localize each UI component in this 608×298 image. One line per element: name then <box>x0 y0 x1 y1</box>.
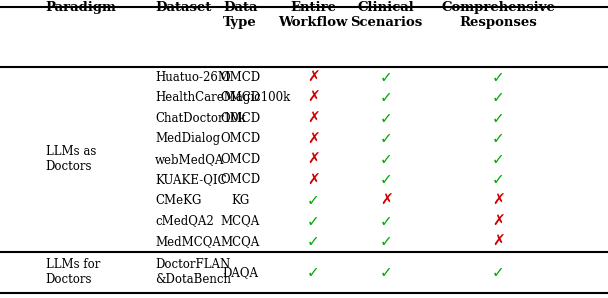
Text: Data
Type: Data Type <box>223 1 257 30</box>
Text: ✓: ✓ <box>307 193 319 208</box>
Text: CMeKG: CMeKG <box>155 194 201 207</box>
Text: Entire
Workflow: Entire Workflow <box>278 1 348 30</box>
Text: OMCD: OMCD <box>220 132 260 145</box>
Text: DoctorFLAN
&DotaBench: DoctorFLAN &DotaBench <box>155 258 231 286</box>
Text: MCQA: MCQA <box>221 235 260 248</box>
Text: HealthCareMagic100k: HealthCareMagic100k <box>155 91 290 104</box>
Text: ✗: ✗ <box>492 193 505 208</box>
Text: OMCD: OMCD <box>220 112 260 125</box>
Text: ✗: ✗ <box>307 111 319 126</box>
Text: KG: KG <box>231 194 249 207</box>
Text: ✓: ✓ <box>380 152 392 167</box>
Text: ✗: ✗ <box>307 90 319 105</box>
Text: DAQA: DAQA <box>222 266 258 279</box>
Text: ✓: ✓ <box>492 265 505 280</box>
Text: OMCD: OMCD <box>220 71 260 84</box>
Text: Dataset: Dataset <box>155 1 212 15</box>
Text: Comprehensive
Responses: Comprehensive Responses <box>441 1 556 30</box>
Text: ✗: ✗ <box>380 193 392 208</box>
Text: ✗: ✗ <box>307 173 319 187</box>
Text: ✓: ✓ <box>492 90 505 105</box>
Text: ✓: ✓ <box>492 173 505 187</box>
Text: ✗: ✗ <box>492 213 505 229</box>
Text: Huatuo-26M: Huatuo-26M <box>155 71 230 84</box>
Text: ✓: ✓ <box>380 70 392 85</box>
Text: MCQA: MCQA <box>221 215 260 227</box>
Text: ✗: ✗ <box>307 70 319 85</box>
Text: ✓: ✓ <box>380 131 392 146</box>
Text: ✓: ✓ <box>492 111 505 126</box>
Text: MedMCQA: MedMCQA <box>155 235 221 248</box>
Text: LLMs as
Doctors: LLMs as Doctors <box>46 145 96 173</box>
Text: ✓: ✓ <box>492 152 505 167</box>
Text: ✓: ✓ <box>307 213 319 229</box>
Text: ✗: ✗ <box>307 152 319 167</box>
Text: Clinical
Scenarios: Clinical Scenarios <box>350 1 422 30</box>
Text: ✗: ✗ <box>307 131 319 146</box>
Text: Paradigm: Paradigm <box>46 1 117 15</box>
Text: KUAKE-QIC: KUAKE-QIC <box>155 173 227 187</box>
Text: LLMs for
Doctors: LLMs for Doctors <box>46 258 100 286</box>
Text: OMCD: OMCD <box>220 91 260 104</box>
Text: ✗: ✗ <box>492 234 505 249</box>
Text: ✓: ✓ <box>380 234 392 249</box>
Text: ✓: ✓ <box>307 234 319 249</box>
Text: webMedQA: webMedQA <box>155 153 224 166</box>
Text: ✓: ✓ <box>380 111 392 126</box>
Text: ✓: ✓ <box>380 173 392 187</box>
Text: ChatDoctor10k: ChatDoctor10k <box>155 112 246 125</box>
Text: MedDialog: MedDialog <box>155 132 220 145</box>
Text: ✓: ✓ <box>492 70 505 85</box>
Text: ✓: ✓ <box>492 131 505 146</box>
Text: OMCD: OMCD <box>220 153 260 166</box>
Text: ✓: ✓ <box>380 90 392 105</box>
Text: ✓: ✓ <box>380 265 392 280</box>
Text: ✓: ✓ <box>307 265 319 280</box>
Text: OMCD: OMCD <box>220 173 260 187</box>
Text: cMedQA2: cMedQA2 <box>155 215 214 227</box>
Text: ✓: ✓ <box>380 213 392 229</box>
